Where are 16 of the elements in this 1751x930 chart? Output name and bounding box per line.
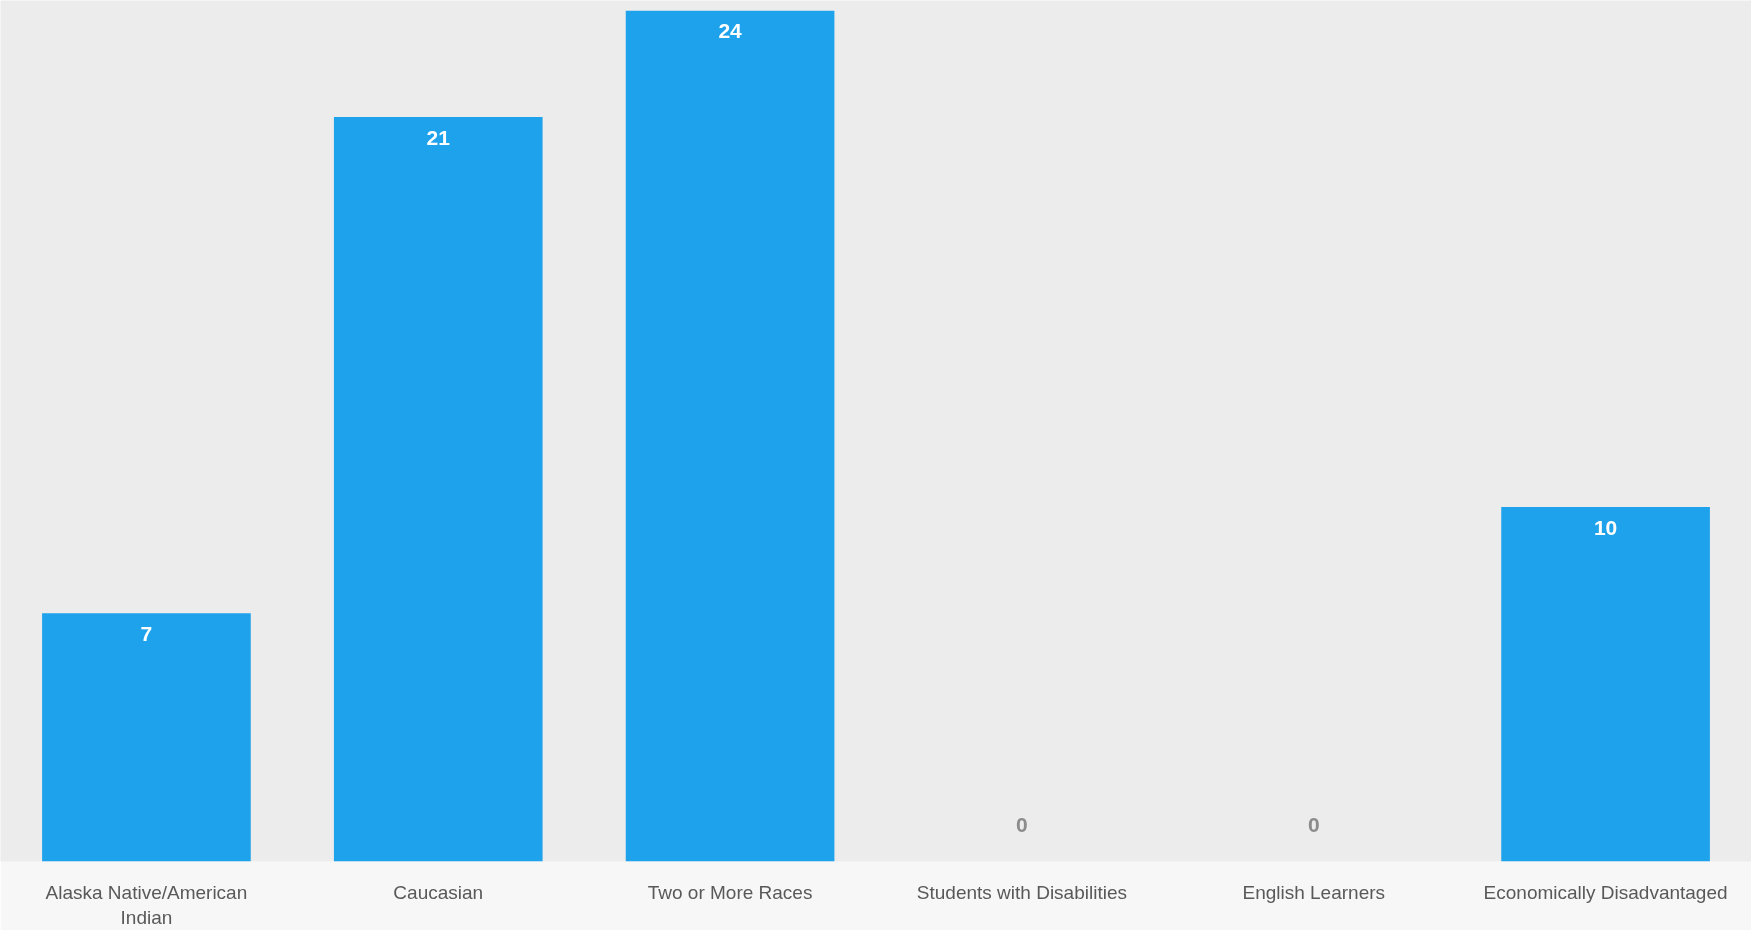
data-label: 7 [140,622,153,646]
data-label: 10 [1593,515,1618,539]
bar [42,613,251,862]
x-tick-label: Caucasian [393,881,484,903]
data-label: 0 [1307,813,1320,837]
x-tick-label: Economically Disadvantaged [1483,881,1728,903]
x-tick-label: Alaska Native/American Indian [45,881,248,928]
x-tick-label: English Learners [1242,881,1386,903]
x-tick-label: Two or More Races [647,881,813,903]
bar [625,10,835,862]
data-label: 24 [718,19,743,43]
bar [333,117,543,862]
bar [1501,507,1710,862]
x-tick-label: Students with Disabilities [916,881,1127,903]
data-label: 21 [426,125,451,149]
data-label: 0 [1016,813,1028,837]
